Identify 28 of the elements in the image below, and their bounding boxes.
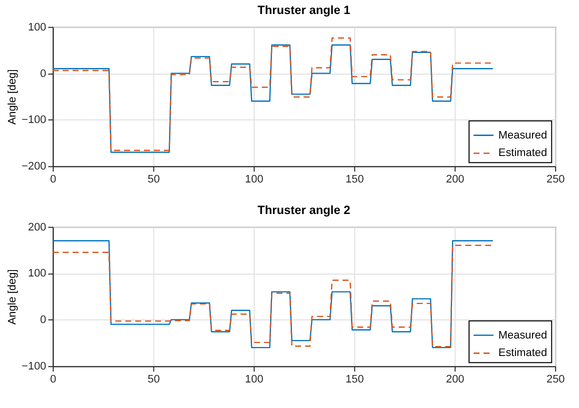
chart-title: Thruster angle 2	[258, 202, 351, 217]
x-tick-label: 150	[346, 174, 364, 186]
x-tick-label: 100	[245, 174, 264, 186]
y-axis-title: Angle [deg]	[6, 69, 19, 125]
y-tick-label: −100	[22, 114, 46, 126]
legend-label: Measured	[498, 329, 548, 342]
y-tick-label: 0	[40, 68, 46, 80]
x-tick-label: 0	[50, 174, 56, 186]
y-tick-label: 0	[40, 314, 46, 326]
x-tick-label: 100	[245, 374, 264, 386]
y-axis-title: Angle [deg]	[6, 269, 19, 325]
chart-title: Thruster angle 1	[258, 2, 351, 17]
y-tick-label: 100	[28, 21, 46, 34]
x-tick-label: 200	[446, 174, 464, 186]
y-tick-label: 200	[28, 221, 46, 234]
x-tick-label: 0	[50, 374, 56, 386]
x-tick-label: 200	[446, 374, 464, 386]
legend-label: Measured	[498, 129, 548, 142]
x-tick-label: 250	[546, 174, 565, 186]
y-tick-label: −100	[22, 360, 46, 373]
legend-label: Estimated	[498, 147, 548, 160]
x-tick-label: 250	[546, 374, 565, 386]
x-tick-label: 50	[148, 174, 160, 186]
y-tick-label: −200	[22, 160, 46, 173]
x-tick-label: 150	[346, 374, 364, 386]
x-tick-label: 50	[148, 374, 160, 386]
y-tick-label: 100	[28, 268, 46, 280]
legend-label: Estimated	[498, 347, 548, 360]
